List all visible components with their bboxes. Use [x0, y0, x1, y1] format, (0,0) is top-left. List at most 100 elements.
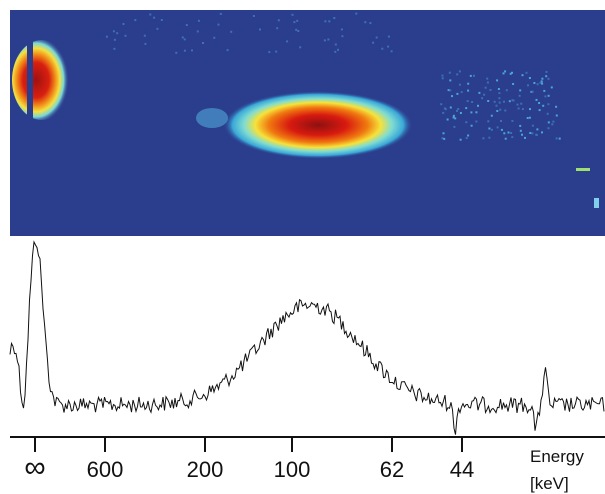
speckle [286, 40, 289, 43]
speckle [536, 128, 539, 131]
speckle [518, 94, 521, 97]
speckle [526, 117, 529, 119]
speckle [465, 107, 468, 110]
speckle [497, 88, 500, 90]
speckle [295, 28, 298, 31]
speckle [441, 74, 444, 77]
speckle [460, 91, 463, 94]
speckle [112, 30, 115, 33]
speckle [469, 74, 472, 77]
speckle [528, 77, 531, 79]
speckle [449, 89, 452, 92]
signal-blob [223, 91, 413, 159]
speckle [524, 136, 526, 139]
tick-label: 44 [450, 457, 474, 482]
speckle [500, 128, 503, 131]
speckle [536, 83, 539, 86]
speckle [456, 73, 459, 76]
speckle [113, 47, 116, 50]
speckle [226, 49, 229, 52]
speckle [488, 136, 491, 139]
speckle [475, 111, 478, 114]
speckle [453, 125, 456, 128]
axis-title: [keV] [530, 474, 569, 493]
speckle [456, 92, 459, 95]
speckle [490, 114, 493, 117]
speckle [538, 109, 541, 112]
speckle [471, 101, 474, 103]
speckle [259, 28, 261, 31]
speckle [502, 72, 505, 75]
speckle [149, 13, 152, 16]
speckle [375, 36, 378, 39]
speckle [542, 104, 545, 107]
speckle [535, 98, 538, 101]
speckle [550, 86, 553, 89]
speckle [508, 100, 511, 103]
speckle [113, 38, 116, 41]
speckle [390, 50, 393, 53]
speckle [277, 19, 280, 22]
speckle [503, 100, 505, 103]
speckle [521, 74, 524, 77]
speckle [520, 102, 523, 105]
speckle [510, 132, 513, 134]
speckle [521, 133, 523, 136]
speckle [181, 36, 184, 39]
detector-image [10, 10, 605, 236]
speckle [504, 137, 507, 140]
tick-label: 62 [380, 457, 404, 482]
speckle [105, 35, 108, 38]
speckle [487, 120, 490, 123]
speckle [527, 84, 529, 87]
speckle [486, 81, 489, 84]
speckle [196, 30, 199, 33]
speckle [467, 89, 470, 92]
speckle [291, 13, 294, 16]
speckle [517, 107, 520, 110]
speckle [458, 70, 461, 73]
speckle [293, 21, 296, 24]
speckle [443, 137, 446, 140]
signal-haze [196, 108, 228, 128]
speckle [483, 93, 486, 96]
speckle [467, 82, 470, 85]
speckle [275, 50, 278, 53]
speckle [482, 137, 485, 140]
speckle [441, 77, 444, 80]
speckle [116, 32, 119, 35]
speckle [503, 132, 506, 135]
speckle [484, 86, 487, 89]
speckle [449, 106, 452, 109]
speckle [541, 82, 544, 85]
speckle [487, 100, 490, 102]
speckle [457, 108, 460, 110]
axis-title: Energy [530, 447, 584, 466]
speckle [443, 107, 446, 110]
tick-label: 200 [187, 457, 224, 482]
speckle [448, 71, 451, 74]
speckle [340, 28, 343, 31]
speckle [493, 100, 496, 103]
speckle [555, 105, 558, 108]
speckle [539, 81, 542, 84]
speckle [504, 70, 507, 73]
speckle [489, 89, 492, 91]
speckle [183, 49, 186, 52]
speckle [521, 108, 524, 111]
speckle [454, 117, 457, 120]
speckle [555, 114, 558, 117]
speckle [449, 79, 452, 82]
speckle [546, 112, 549, 115]
speckle [355, 12, 358, 15]
speckle [543, 89, 546, 92]
speckle [369, 22, 372, 25]
speckle [230, 30, 233, 33]
speckle [144, 42, 147, 45]
speckle [498, 92, 501, 95]
speckle [511, 71, 513, 74]
x-ticks: ∞ 600 200 100 62 44 [24, 437, 474, 484]
speckle [337, 48, 339, 51]
speckle [334, 50, 337, 53]
speckle [213, 36, 216, 39]
